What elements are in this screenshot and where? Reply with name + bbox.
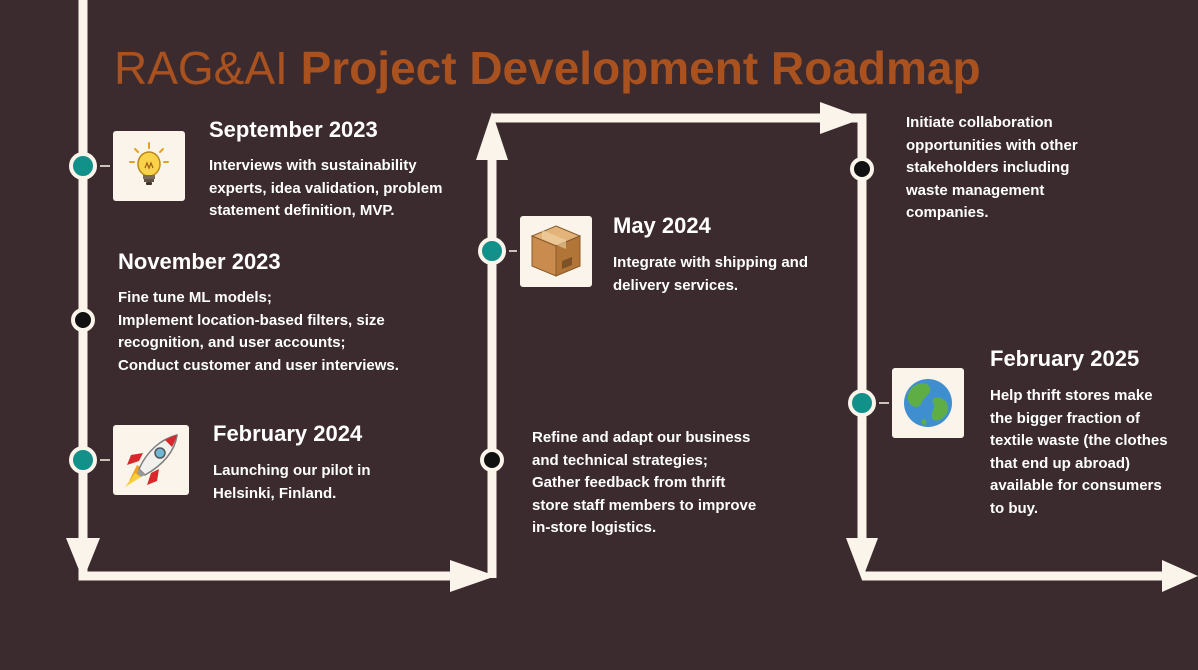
text-line: Initiate collaboration bbox=[906, 114, 1053, 131]
text-line: stakeholders including bbox=[906, 159, 1070, 176]
page-title: RAG&AI Project Development Roadmap bbox=[114, 40, 981, 96]
text-line: the bigger fraction of bbox=[990, 409, 1140, 427]
text-line: recognition, and user accounts; bbox=[118, 334, 346, 351]
globe-icon bbox=[904, 379, 952, 427]
lightbulb-tile bbox=[113, 131, 185, 201]
text-line: companies. bbox=[906, 204, 989, 221]
text-nov2023: Fine tune ML models; Implement location-… bbox=[118, 287, 399, 377]
arrowhead-right-2 bbox=[820, 102, 864, 134]
arrowhead-right-3 bbox=[1162, 560, 1198, 592]
text-line: opportunities with other bbox=[906, 136, 1078, 154]
arrowhead-down-1 bbox=[66, 538, 100, 580]
text-line: and technical strategies; bbox=[532, 451, 708, 469]
heading-feb2025: February 2025 bbox=[990, 346, 1140, 371]
text-line: Fine tune ML models; bbox=[118, 289, 272, 306]
heading-may2024: May 2024 bbox=[613, 213, 711, 238]
lightbulb-icon bbox=[129, 142, 169, 185]
text-later2024: Refine and adapt our business and techni… bbox=[532, 427, 756, 540]
text-line: to buy. bbox=[990, 499, 1039, 517]
node-collab bbox=[850, 157, 874, 181]
node-sep2023 bbox=[69, 152, 97, 180]
node-feb2025 bbox=[848, 389, 876, 417]
text-feb2025: Help thrift stores make the bigger fract… bbox=[990, 385, 1168, 520]
text-line: delivery services. bbox=[613, 276, 739, 294]
text-line: experts, idea validation, problem bbox=[209, 179, 443, 197]
text-line: waste management bbox=[906, 181, 1045, 199]
arrowhead-down-2 bbox=[846, 538, 878, 580]
arrowhead-right-1 bbox=[450, 560, 496, 592]
text-line: Conduct customer and user interviews. bbox=[118, 356, 399, 374]
text-line: Implement location-based filters, size bbox=[118, 311, 385, 329]
text-line: in-store logistics. bbox=[532, 519, 657, 536]
globe-tile bbox=[892, 368, 964, 438]
text-line: textile waste (the clothes bbox=[990, 432, 1168, 449]
text-line: Gather feedback from thrift bbox=[532, 474, 726, 491]
package-icon bbox=[530, 225, 582, 277]
title-bold: Project Development Roadmap bbox=[300, 42, 981, 94]
arrowhead-up bbox=[476, 112, 508, 160]
rocket-tile bbox=[113, 425, 189, 495]
node-may2024 bbox=[478, 237, 506, 265]
text-line: Interviews with sustainability bbox=[209, 157, 417, 174]
package-tile bbox=[520, 216, 592, 287]
text-line: that end up abroad) bbox=[990, 454, 1130, 472]
text-feb2024: Launching our pilot in Helsinki, Finland… bbox=[213, 460, 370, 505]
text-line: Help thrift stores make bbox=[990, 387, 1153, 404]
node-later2024 bbox=[480, 448, 504, 472]
title-light: RAG&AI bbox=[114, 42, 288, 94]
heading-nov2023: November 2023 bbox=[118, 249, 281, 274]
text-line: Integrate with shipping and bbox=[613, 254, 808, 271]
text-collab: Initiate collaboration opportunities wit… bbox=[906, 112, 1078, 225]
text-line: statement definition, MVP. bbox=[209, 202, 395, 219]
text-line: Launching our pilot in bbox=[213, 462, 371, 479]
text-may2024: Integrate with shipping and delivery ser… bbox=[613, 252, 808, 297]
text-line: Helsinki, Finland. bbox=[213, 484, 337, 502]
rocket-icon bbox=[125, 434, 178, 487]
heading-sep2023: September 2023 bbox=[209, 117, 378, 142]
node-feb2024 bbox=[69, 446, 97, 474]
node-nov2023 bbox=[71, 308, 95, 332]
heading-feb2024: February 2024 bbox=[213, 421, 363, 446]
text-line: store staff members to improve bbox=[532, 496, 757, 514]
text-line: Refine and adapt our business bbox=[532, 429, 751, 446]
text-line: available for consumers bbox=[990, 477, 1162, 494]
text-sep2023: Interviews with sustainability experts, … bbox=[209, 155, 442, 223]
